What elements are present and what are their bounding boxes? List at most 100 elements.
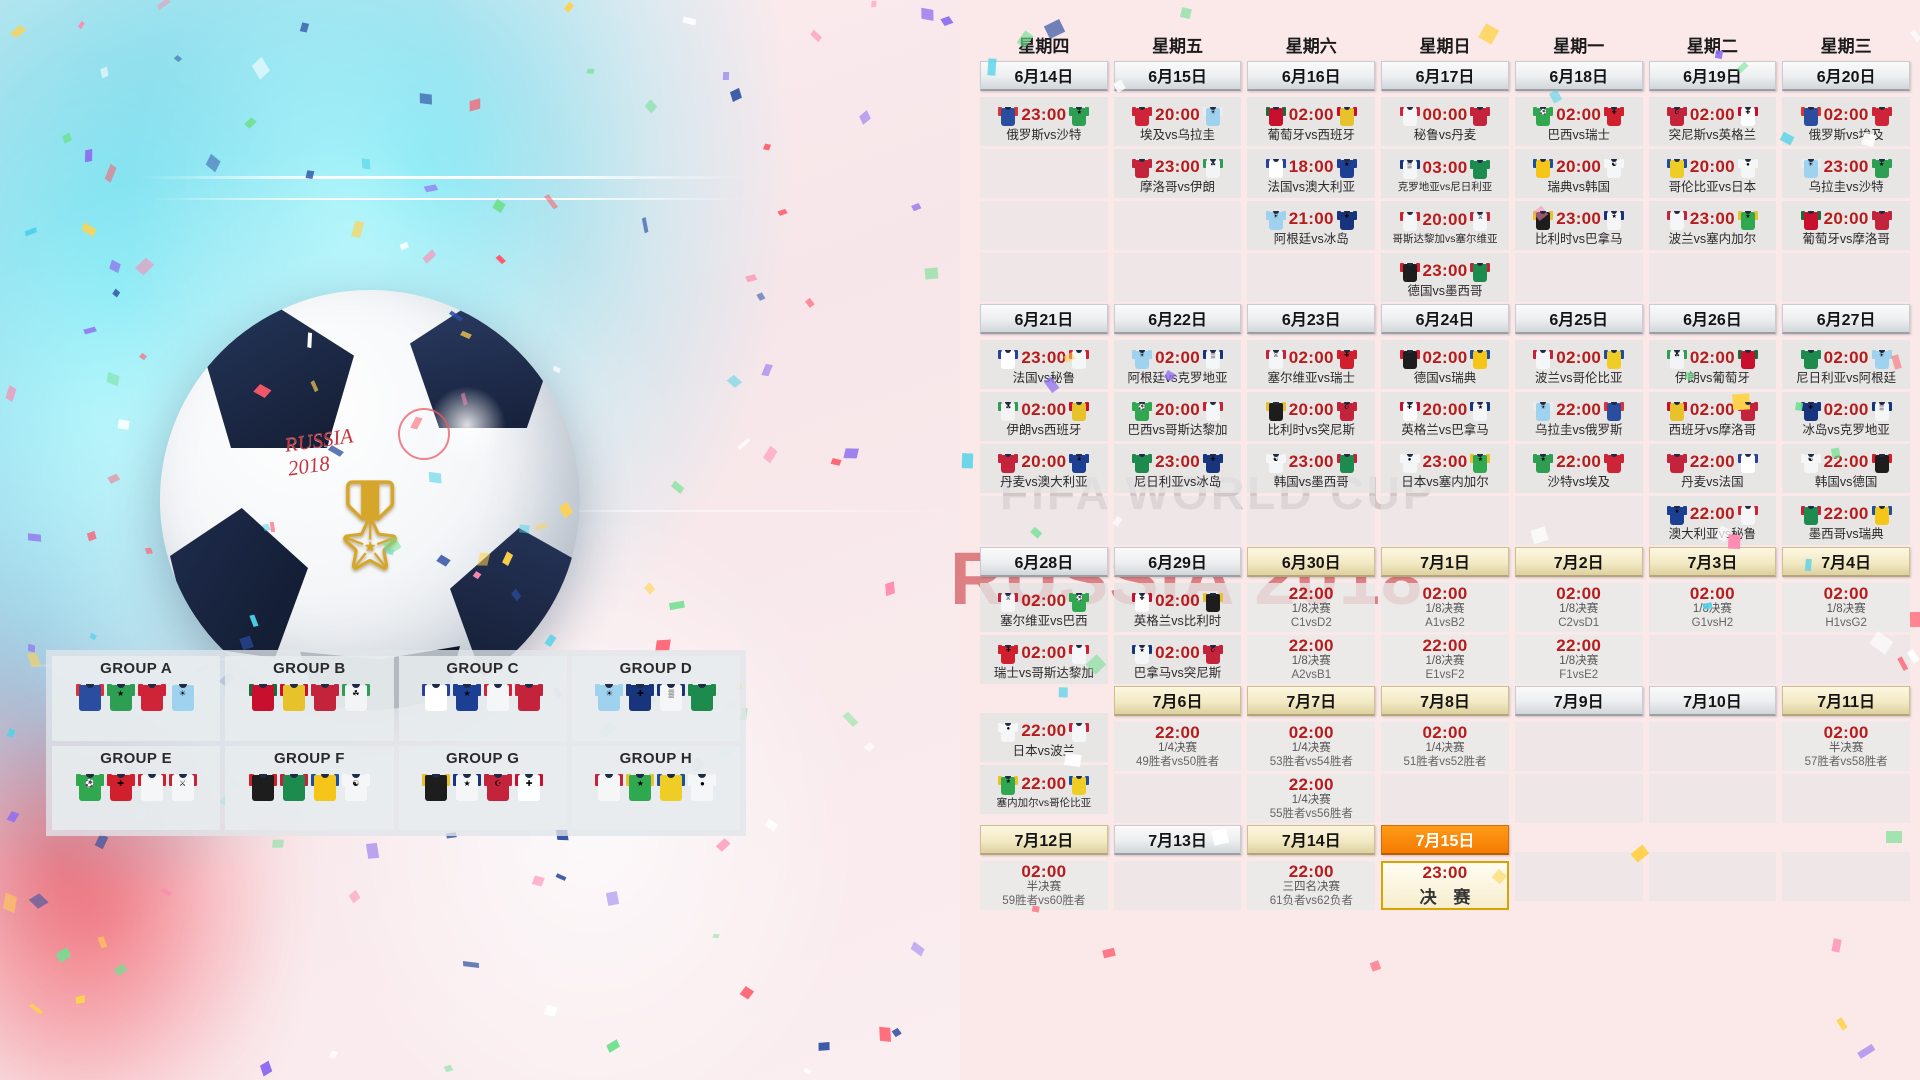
date-header[interactable]: 7月7日 bbox=[1247, 686, 1376, 716]
match-cell[interactable]: 18:00 ★ 法国vs澳大利亚 bbox=[1247, 149, 1376, 198]
match-cell[interactable]: 23:00 ★ 波兰vs塞内加尔 bbox=[1648, 201, 1777, 250]
date-header[interactable]: 7月3日 bbox=[1648, 547, 1777, 577]
date-header[interactable]: 6月30日 bbox=[1247, 547, 1376, 577]
match-cell[interactable]: ✚ 02:00 英格兰vs比利时 bbox=[1113, 583, 1242, 632]
date-header[interactable]: 7月12日 bbox=[980, 825, 1108, 855]
match-cell[interactable]: ★ 22:00 塞内加尔vs哥伦比亚 bbox=[980, 765, 1108, 814]
date-header[interactable]: 7月13日 bbox=[1113, 825, 1242, 855]
date-header[interactable]: 6月23日 bbox=[1247, 304, 1376, 334]
date-header[interactable]: 6月25日 bbox=[1514, 304, 1643, 334]
match-cell[interactable]: 02:00 ☀ 尼日利亚vs阿根廷 bbox=[1782, 340, 1910, 389]
match-cell[interactable]: 22:00 丹麦vs法国 bbox=[1648, 444, 1777, 493]
date-header[interactable]: 7月9日 bbox=[1514, 686, 1643, 716]
match-cell[interactable]: ☘ 02:00 伊朗vs西班牙 bbox=[980, 392, 1108, 441]
match-cell[interactable]: 22:00 1/8决赛 C1vsD2 bbox=[1247, 583, 1376, 632]
match-cell[interactable]: ⚽ 20:00 巴西vs哥斯达黎加 bbox=[1113, 392, 1242, 441]
match-cell[interactable]: ☀ 22:00 乌拉圭vs俄罗斯 bbox=[1514, 392, 1643, 441]
match-cell[interactable]: 22:00 1/4决赛 49胜者vs50胜者 bbox=[1113, 722, 1242, 771]
match-cell[interactable]: ★ 22:00 沙特vs埃及 bbox=[1514, 444, 1643, 493]
match-cell[interactable]: 22:00 墨西哥vs瑞典 bbox=[1782, 496, 1910, 545]
match-cell[interactable]: ⚽ 02:00 ✚ 巴西vs瑞士 bbox=[1514, 97, 1643, 146]
date-header[interactable]: 6月27日 bbox=[1782, 304, 1910, 334]
match-cell[interactable]: 02:00 波兰vs哥伦比亚 bbox=[1514, 340, 1643, 389]
team-kit-icon: ☀ bbox=[168, 681, 197, 711]
match-cell[interactable]: 02:00 1/8决赛 A1vsB2 bbox=[1381, 583, 1509, 632]
match-cell[interactable]: 22:00 1/8决赛 A2vsB1 bbox=[1247, 635, 1376, 684]
match-cell[interactable]: 20:00 ☪ 比利时vs突尼斯 bbox=[1247, 392, 1376, 441]
match-time: 23:00 bbox=[1556, 209, 1602, 229]
match-cell[interactable]: ☯ 23:00 韩国vs墨西哥 bbox=[1247, 444, 1376, 493]
date-header[interactable]: 7月10日 bbox=[1648, 686, 1777, 716]
match-cell[interactable]: 20:00 ☀ 埃及vs乌拉圭 bbox=[1113, 97, 1242, 146]
date-header[interactable]: 7月11日 bbox=[1782, 686, 1910, 716]
match-cell[interactable]: ⚔ 02:00 ⚽ 塞尔维亚vs巴西 bbox=[980, 583, 1108, 632]
date-header[interactable]: 6月16日 bbox=[1247, 61, 1376, 91]
date-header[interactable]: 6月28日 bbox=[980, 547, 1108, 577]
match-cell[interactable]: 02:00 1/4决赛 53胜者vs54胜者 bbox=[1247, 722, 1376, 771]
match-cell[interactable]: ☪ 02:00 ✚ 突尼斯vs英格兰 bbox=[1648, 97, 1777, 146]
match-cell[interactable]: 02:00 1/8决赛 C2vsD1 bbox=[1514, 583, 1643, 632]
match-cell[interactable]: 23:00 ☘ 摩洛哥vs伊朗 bbox=[1113, 149, 1242, 198]
match-cell[interactable]: ● 23:00 ★ 日本vs塞内加尔 bbox=[1381, 444, 1509, 493]
match-cell[interactable]: 22:00 三四名决赛 61负者vs62负者 bbox=[1247, 861, 1376, 910]
match-cell[interactable]: 20:00 ⚔ 哥斯达黎加vs塞尔维亚 bbox=[1381, 201, 1509, 250]
match-cell[interactable]: 20:00 ● 哥伦比亚vs日本 bbox=[1648, 149, 1777, 198]
match-cell[interactable]: 02:00 葡萄牙vs西班牙 bbox=[1247, 97, 1376, 146]
match-cell[interactable]: 22:00 1/4决赛 55胜者vs56胜者 bbox=[1247, 774, 1376, 823]
match-cell[interactable]: ⚔ 02:00 ✚ 塞尔维亚vs瑞士 bbox=[1247, 340, 1376, 389]
match-cell[interactable]: 02:00 1/4决赛 51胜者vs52胜者 bbox=[1381, 722, 1509, 771]
date-header[interactable]: 6月18日 bbox=[1514, 61, 1643, 91]
match-cell[interactable]: ✚ 02:00 瑞士vs哥斯达黎加 bbox=[980, 635, 1108, 684]
match-cell[interactable]: 02:00 半决赛 57胜者vs58胜者 bbox=[1782, 722, 1910, 771]
match-cell[interactable]: 20:00 葡萄牙vs摩洛哥 bbox=[1782, 201, 1910, 250]
match-cell[interactable]: ★ 22:00 澳大利亚vs秘鲁 bbox=[1648, 496, 1777, 545]
match-cell[interactable]: 23:00 ★ 俄罗斯vs沙特 bbox=[980, 97, 1108, 146]
date-header[interactable]: 7月4日 bbox=[1782, 547, 1910, 577]
date-header[interactable]: 7月15日 bbox=[1381, 825, 1509, 855]
match-cell[interactable]: 23:00 ★ 比利时vs巴拿马 bbox=[1514, 201, 1643, 250]
date-header[interactable]: 6月26日 bbox=[1648, 304, 1777, 334]
match-cell[interactable]: ☀ 23:00 ★ 乌拉圭vs沙特 bbox=[1782, 149, 1910, 198]
match-cell[interactable]: 02:00 1/8决赛 G1vsH2 bbox=[1648, 583, 1777, 632]
match-cell[interactable]: 02:00 半决赛 59胜者vs60胜者 bbox=[980, 861, 1108, 910]
date-header[interactable]: 6月24日 bbox=[1381, 304, 1509, 334]
match-cell[interactable]: 20:00 ★ 丹麦vs澳大利亚 bbox=[980, 444, 1108, 493]
match-cell[interactable]: 02:00 西班牙vs摩洛哥 bbox=[1648, 392, 1777, 441]
match-time-row: 02:00 bbox=[1399, 344, 1491, 372]
date-header[interactable]: 7月1日 bbox=[1381, 547, 1509, 577]
date-header[interactable]: 7月6日 bbox=[1113, 686, 1242, 716]
date-header[interactable]: 6月22日 bbox=[1113, 304, 1242, 334]
date-header[interactable]: 6月20日 bbox=[1782, 61, 1910, 91]
date-header[interactable]: 7月8日 bbox=[1381, 686, 1509, 716]
date-header[interactable]: 6月29日 bbox=[1113, 547, 1242, 577]
date-header[interactable]: 6月15日 bbox=[1113, 61, 1242, 91]
match-cell[interactable]: ● 22:00 日本vs波兰 bbox=[980, 713, 1108, 762]
match-cell[interactable]: 02:00 德国vs瑞典 bbox=[1381, 340, 1509, 389]
match-cell[interactable]: ✚ 20:00 ★ 英格兰vs巴拿马 bbox=[1381, 392, 1509, 441]
match-cell[interactable]: ☯ 22:00 韩国vs德国 bbox=[1782, 444, 1910, 493]
match-cell[interactable]: 22:00 1/8决赛 E1vsF2 bbox=[1381, 635, 1509, 684]
match-time-row: 20:00 ☪ bbox=[1265, 396, 1357, 424]
date-header[interactable]: 7月14日 bbox=[1247, 825, 1376, 855]
match-cell[interactable]: ☘ 02:00 伊朗vs葡萄牙 bbox=[1648, 340, 1777, 389]
match-cell[interactable]: ★ 02:00 ☪ 巴拿马vs突尼斯 bbox=[1113, 635, 1242, 684]
match-cell[interactable]: ☀ 21:00 ✚ 阿根廷vs冰岛 bbox=[1247, 201, 1376, 250]
match-cell[interactable]: 23:00 德国vs墨西哥 bbox=[1381, 253, 1509, 302]
match-cell[interactable]: 20:00 ☯ 瑞典vs韩国 bbox=[1514, 149, 1643, 198]
date-header[interactable]: 7月2日 bbox=[1514, 547, 1643, 577]
match-cell[interactable]: ▒ 03:00 克罗地亚vs尼日利亚 bbox=[1381, 149, 1509, 198]
match-cell[interactable]: ✚ 02:00 ▒ 冰岛vs克罗地亚 bbox=[1782, 392, 1910, 441]
match-cell[interactable]: ☀ 02:00 ▒ 阿根廷vs克罗地亚 bbox=[1113, 340, 1242, 389]
date-header[interactable]: 6月14日 bbox=[980, 61, 1108, 91]
match-cell[interactable]: 02:00 1/8决赛 H1vsG2 bbox=[1782, 583, 1910, 632]
confetti-piece bbox=[260, 1060, 273, 1076]
date-header[interactable]: 6月19日 bbox=[1648, 61, 1777, 91]
match-cell[interactable]: 22:00 1/8决赛 F1vsE2 bbox=[1514, 635, 1643, 684]
final-match-cell[interactable]: 23:00 决 赛 bbox=[1381, 861, 1509, 910]
date-header[interactable]: 6月17日 bbox=[1381, 61, 1509, 91]
match-cell[interactable]: 00:00 秘鲁vs丹麦 bbox=[1381, 97, 1509, 146]
match-cell[interactable]: 23:00 法国vs秘鲁 bbox=[980, 340, 1108, 389]
match-cell[interactable]: 02:00 俄罗斯vs埃及 bbox=[1782, 97, 1910, 146]
date-header[interactable]: 6月21日 bbox=[980, 304, 1108, 334]
match-cell[interactable]: 23:00 ✚ 尼日利亚vs冰岛 bbox=[1113, 444, 1242, 493]
